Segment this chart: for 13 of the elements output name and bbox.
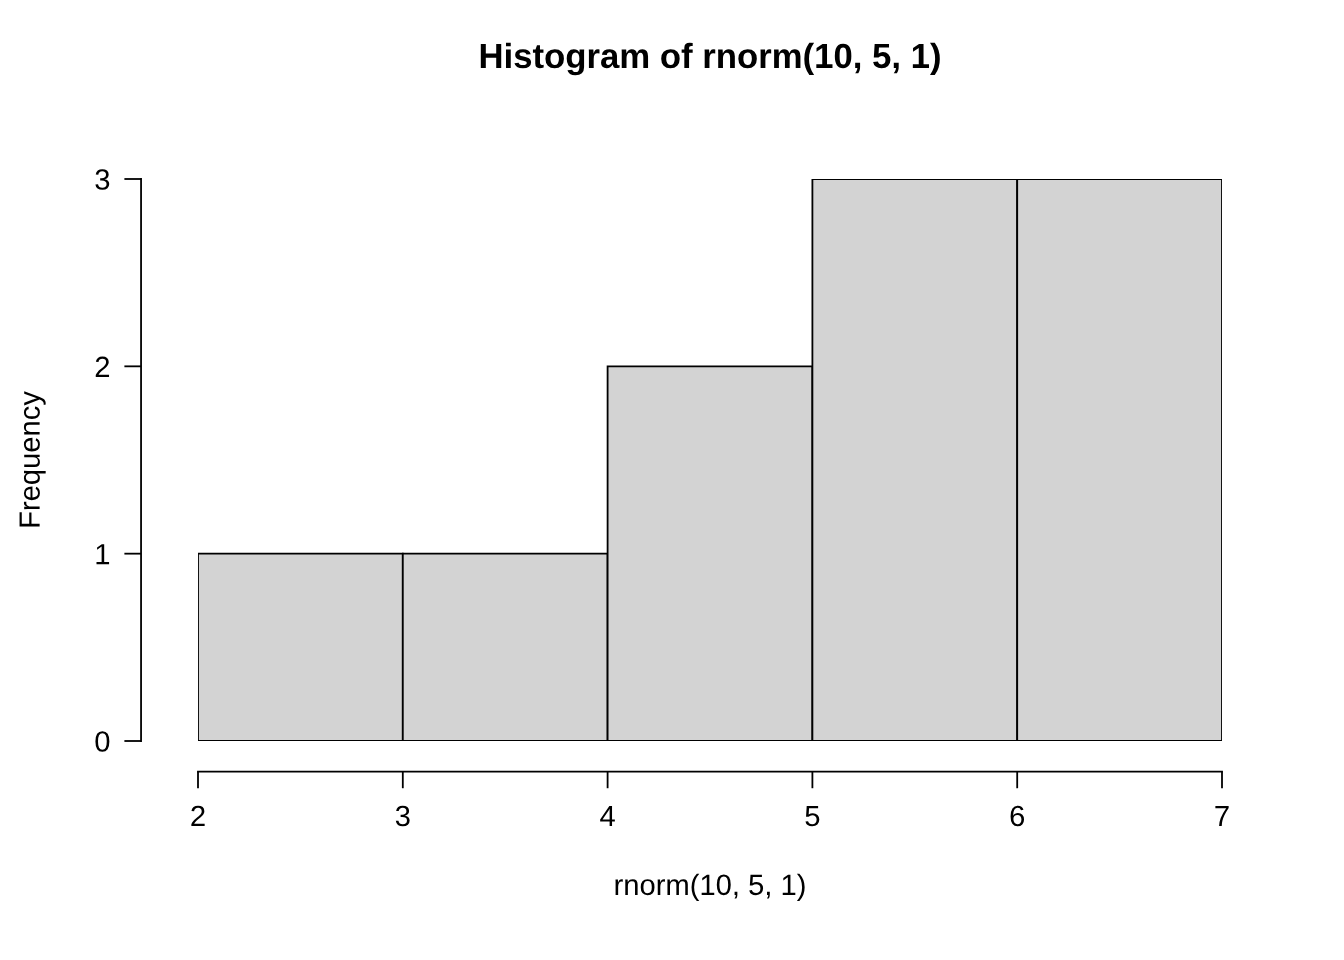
y-tick-label: 2: [95, 356, 110, 377]
chart-title: Histogram of rnorm(10, 5, 1): [480, 42, 940, 76]
y-tick-label: 3: [95, 169, 110, 190]
y-tick-label: 1: [96, 544, 110, 565]
x-tick-label: 5: [805, 805, 820, 827]
y-axis-title: Frequency: [19, 391, 46, 527]
x-tick-label: 4: [600, 805, 615, 827]
y-tick-label: 0: [95, 731, 110, 752]
x-tick-label: 6: [1010, 805, 1025, 827]
x-tick-label: 3: [395, 805, 410, 827]
x-tick-label: 7: [1215, 805, 1229, 827]
x-axis-title: rnorm(10, 5, 1): [615, 873, 805, 901]
x-tick-label: 2: [191, 805, 205, 827]
